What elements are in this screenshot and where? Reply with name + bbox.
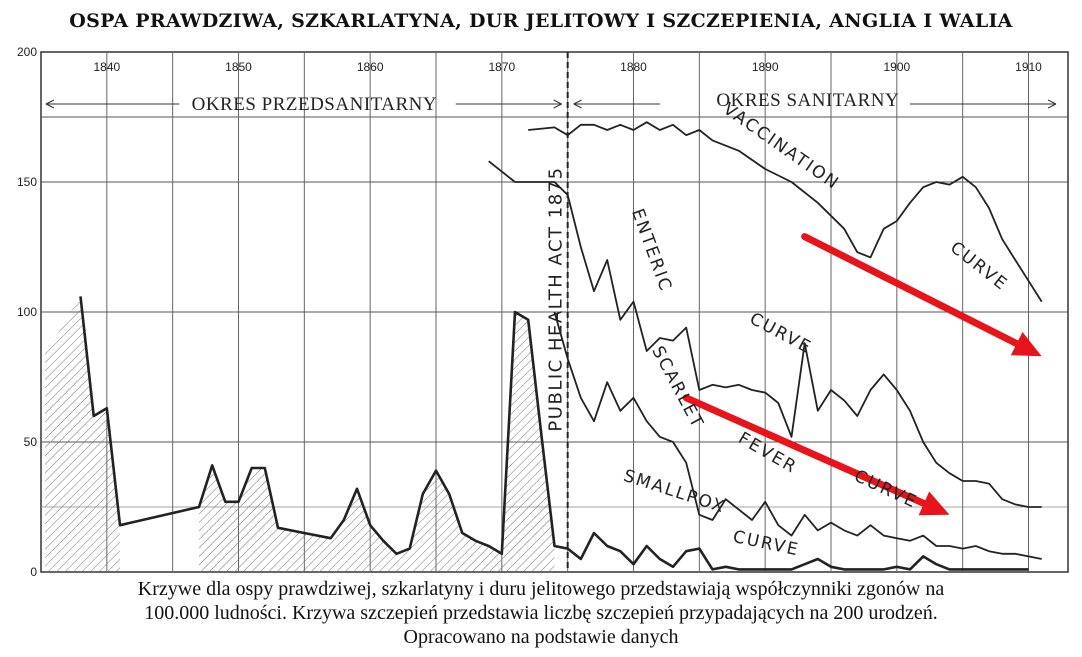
trend-arrow-head-1 bbox=[1010, 331, 1042, 357]
curve-label-smallpox-curve: CURVE bbox=[731, 527, 801, 561]
series-line-enteric-curve bbox=[488, 160, 1042, 508]
hatch-area-1850s-60s bbox=[199, 465, 502, 572]
period-arrow-head bbox=[45, 99, 55, 109]
public-health-act-label: PUBLIC HEALTH ACT 1875 bbox=[546, 166, 567, 431]
trend-arrow-shaft-1 bbox=[801, 233, 1021, 348]
curve-label-smallpox: SMALLPOX bbox=[621, 466, 728, 518]
curve-label-vaccination: VACCINATION bbox=[719, 99, 843, 194]
y-tick-label-150: 150 bbox=[17, 175, 37, 189]
curve-label-scarlet-curve: CURVE bbox=[851, 466, 921, 513]
y-tick-label-200: 200 bbox=[17, 45, 37, 59]
period-label-sanitary: OKRES SANITARNY bbox=[716, 90, 899, 111]
caption-line-2: 100.000 ludności. Krzywa szczepień przed… bbox=[144, 602, 938, 624]
trend-arrows bbox=[682, 233, 1042, 516]
chart-caption: Krzywe dla ospy prawdziwej, szkarlatyny … bbox=[0, 577, 1082, 649]
x-tick-label-1910: 1910 bbox=[1015, 60, 1042, 74]
period-arrow-head bbox=[553, 99, 562, 109]
period-arrow-head bbox=[573, 99, 582, 109]
x-tick-label-1870: 1870 bbox=[488, 60, 515, 74]
curve-label-enteric: ENTERIC bbox=[627, 206, 676, 295]
curve-label-vaccination-curve: CURVE bbox=[946, 238, 1012, 295]
series-line-vaccination-curve bbox=[528, 121, 1043, 303]
trend-arrow-shaft-2 bbox=[682, 394, 928, 507]
x-tick-label-1880: 1880 bbox=[620, 60, 647, 74]
period-label-presanitary: OKRES PRZEDSANITARNY bbox=[192, 94, 437, 115]
trend-arrow-head-2 bbox=[918, 491, 950, 516]
period-arrow-head bbox=[1047, 99, 1057, 109]
hatch-area-1871 bbox=[501, 312, 555, 572]
x-tick-label-1840: 1840 bbox=[93, 60, 120, 74]
caption-line-3: Opracowano na podstawie danych bbox=[403, 626, 679, 648]
series-line-scarlet-fever-curve bbox=[553, 311, 1042, 560]
chart-title: OSPA PRAWDZIWA, SZKARLATYNA, DUR JELITOW… bbox=[69, 10, 1013, 32]
series-line-smallpox-curve bbox=[79, 296, 1029, 571]
x-tick-label-1900: 1900 bbox=[883, 60, 910, 74]
y-tick-label-50: 50 bbox=[24, 435, 38, 449]
series-group bbox=[79, 121, 1043, 571]
epidemic-line-chart: 0 50 100 150 200 1840 1850 1860 1870 1880 1890 1900… bbox=[17, 45, 1069, 579]
hatch-area-1838 bbox=[44, 296, 121, 572]
x-tick-label-1890: 1890 bbox=[752, 60, 779, 74]
smallpox-hatched-area bbox=[44, 296, 555, 572]
caption-line-1: Krzywe dla ospy prawdziwej, szkarlatyny … bbox=[137, 578, 945, 600]
y-tick-label-0: 0 bbox=[30, 565, 37, 579]
x-tick-label-1860: 1860 bbox=[357, 60, 384, 74]
x-tick-label-1850: 1850 bbox=[225, 60, 252, 74]
curve-label-enteric-curve: CURVE bbox=[746, 309, 815, 358]
y-tick-label-100: 100 bbox=[17, 305, 37, 319]
